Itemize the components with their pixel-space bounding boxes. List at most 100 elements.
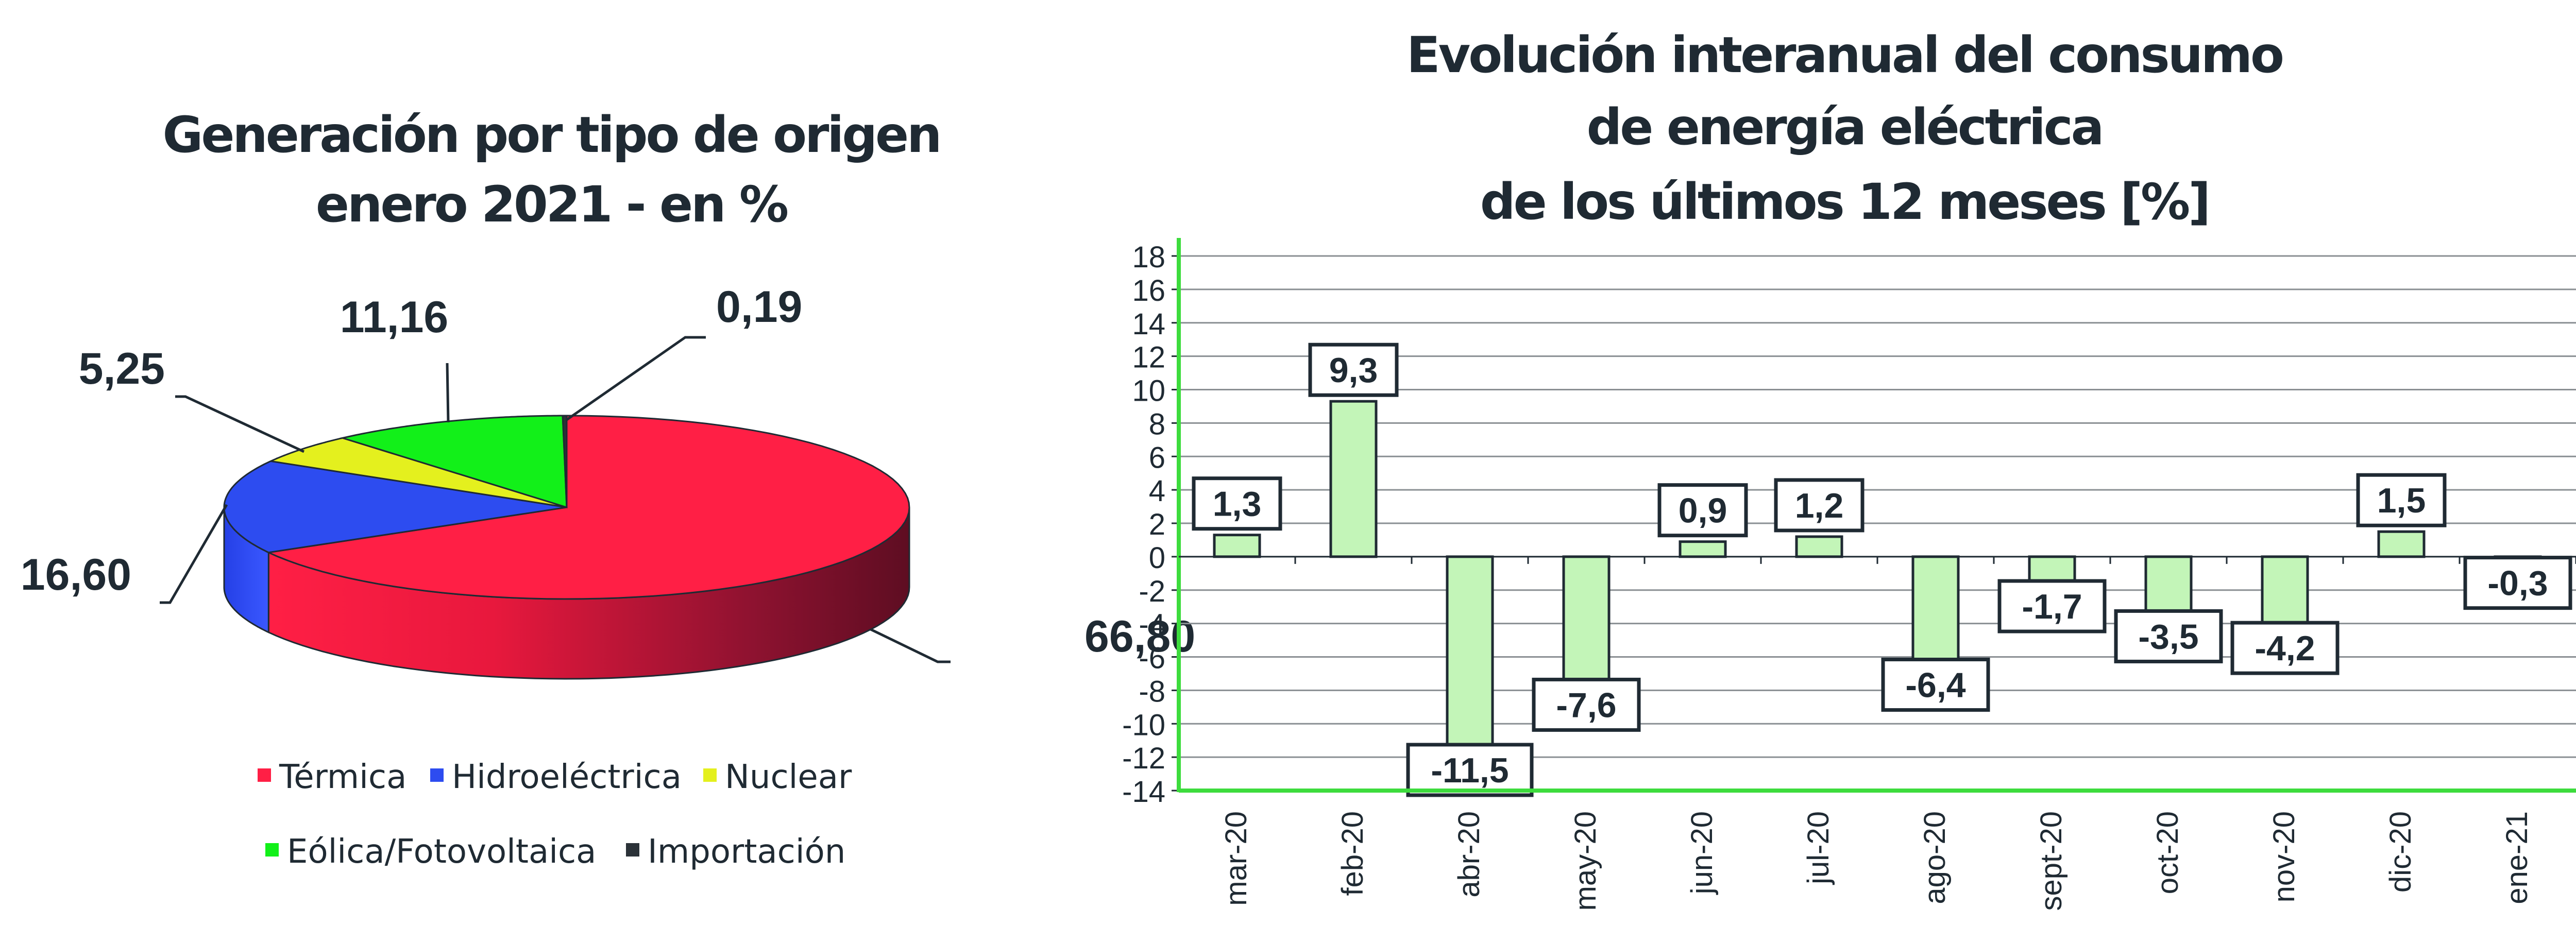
bar-jul-20 bbox=[1795, 535, 1843, 558]
pie-slice-0 bbox=[266, 415, 910, 600]
pie-slice-4 bbox=[562, 415, 568, 508]
y-tick-label-3: 12 bbox=[1132, 341, 1165, 374]
y-tick-label-7: 4 bbox=[1149, 474, 1165, 508]
data-label-6: -6,4 bbox=[1905, 665, 1965, 705]
x-tick-label-10: dic-20 bbox=[2384, 811, 2417, 893]
x-tick-label-6: ago-20 bbox=[1918, 811, 1952, 904]
legend-label-3: Eólica/Fotovoltaica bbox=[287, 833, 596, 871]
data-label-3: -7,6 bbox=[1556, 686, 1616, 725]
pie-title: Generación por tipo de origen bbox=[163, 106, 940, 164]
pie-legend: Térmica Hidroeléctrica Nuclear Eólica/Fotov… bbox=[258, 758, 852, 871]
x-tick-label-5: jul-20 bbox=[1802, 811, 1835, 885]
bar-series bbox=[1213, 400, 2542, 750]
bar-title-line-1: Evolución interanual del consumo bbox=[1406, 26, 2282, 84]
data-label-box-2: -11,5 bbox=[1406, 743, 1534, 797]
x-tick-label-4: jun-20 bbox=[1685, 811, 1719, 895]
y-tick-label-2: 14 bbox=[1132, 307, 1165, 341]
data-label-box-1: 9,3 bbox=[1308, 342, 1399, 397]
data-label-8: -3,5 bbox=[2138, 617, 2198, 656]
y-tick-label-9: 0 bbox=[1149, 541, 1165, 575]
pie-leader-line-3 bbox=[446, 363, 450, 423]
y-tick-label-5: 8 bbox=[1149, 407, 1165, 441]
x-tick-label-8: oct-20 bbox=[2151, 811, 2184, 894]
x-tick-label-7: sept-20 bbox=[2035, 811, 2068, 911]
y-tick-label-11: -4 bbox=[1139, 608, 1165, 642]
legend-swatch-0 bbox=[258, 768, 271, 782]
y-tick-label-16: -14 bbox=[1122, 775, 1165, 809]
y-tick-label-8: 2 bbox=[1149, 508, 1165, 541]
data-label-10: 1,5 bbox=[2377, 481, 2426, 520]
pie-data-label-3: 11,16 bbox=[340, 293, 448, 342]
data-label-box-11: -0,3 bbox=[2463, 556, 2572, 610]
x-tick-label-2: abr-20 bbox=[1452, 811, 1486, 898]
bar-ago-20 bbox=[1911, 555, 1960, 665]
data-label-7: -1,7 bbox=[2022, 587, 2082, 626]
data-label-box-5: 1,2 bbox=[1774, 478, 1865, 533]
legend-swatch-3 bbox=[265, 843, 279, 857]
legend-label-1: Hidroeléctrica bbox=[452, 758, 682, 796]
x-tick-label-1: feb-20 bbox=[1336, 811, 1369, 896]
legend-label-2: Nuclear bbox=[725, 758, 852, 796]
x-tick-label-9: nov-20 bbox=[2267, 811, 2301, 902]
pie-data-label-2: 5,25 bbox=[79, 344, 165, 393]
y-tick-label-14: -10 bbox=[1122, 708, 1165, 742]
data-label-box-10: 1,5 bbox=[2356, 473, 2447, 527]
pie-leader-line-4 bbox=[566, 336, 706, 421]
bar-mar-20 bbox=[1213, 534, 1261, 558]
data-label-0: 1,3 bbox=[1213, 485, 1262, 524]
legend-label-4: Importación bbox=[648, 833, 845, 871]
legend-swatch-4 bbox=[626, 843, 639, 857]
pie-slice-2 bbox=[268, 437, 567, 508]
legend-label-0: Térmica bbox=[279, 758, 406, 796]
data-label-box-7: -1,7 bbox=[1997, 579, 2107, 633]
data-label-11: -0,3 bbox=[2487, 564, 2548, 603]
bar-data-labels: 1,3 9,3 -11,5 -7,6 0,9 1,2 -6,4 -1,7 -3,5 -4,2 1,5… bbox=[1192, 342, 2572, 797]
pie-data-label-4: 0,19 bbox=[716, 282, 802, 332]
y-tick-label-1: 16 bbox=[1132, 274, 1165, 307]
y-tick-label-4: 10 bbox=[1132, 374, 1165, 408]
data-label-2: -11,5 bbox=[1431, 751, 1509, 790]
data-label-4: 0,9 bbox=[1679, 491, 1727, 530]
y-tick-label-13: -8 bbox=[1139, 675, 1165, 708]
x-tick-label-11: ene-21 bbox=[2500, 811, 2534, 904]
bar-gridlines bbox=[1179, 255, 2576, 792]
pie-leader-line-1 bbox=[160, 504, 228, 604]
bar-x-axis-ticks: mar-20 feb-20 abr-20 may-20 jun-20 jul-20 ago-… bbox=[1219, 556, 2576, 911]
y-tick-label-10: -2 bbox=[1139, 575, 1165, 608]
x-tick-label-3: may-20 bbox=[1569, 811, 1602, 911]
data-label-box-9: -4,2 bbox=[2230, 621, 2340, 675]
legend-swatch-1 bbox=[430, 768, 444, 782]
bar-title-line-2: de energía eléctrica bbox=[1587, 98, 2103, 156]
bar-title-line-3: de los últimos 12 meses [%] bbox=[1480, 173, 2209, 231]
data-label-box-6: -6,4 bbox=[1881, 657, 1990, 712]
y-tick-label-12: -6 bbox=[1139, 642, 1165, 675]
bar-dic-20 bbox=[2377, 530, 2426, 558]
pie-subtitle: enero 2021 - en % bbox=[316, 176, 788, 233]
pie-leader-line-0 bbox=[870, 628, 951, 663]
pie-chart bbox=[223, 415, 910, 680]
pie-leader-line-2 bbox=[175, 395, 305, 453]
pie-data-label-1: 16,60 bbox=[21, 550, 131, 600]
y-tick-label-0: 18 bbox=[1132, 241, 1165, 274]
y-tick-label-6: 6 bbox=[1149, 441, 1165, 474]
data-label-box-4: 0,9 bbox=[1657, 483, 1748, 538]
pie-slice-3 bbox=[340, 415, 568, 509]
bar-axes bbox=[1177, 238, 2576, 793]
data-label-9: -4,2 bbox=[2255, 629, 2315, 668]
data-label-box-0: 1,3 bbox=[1192, 476, 1282, 531]
bar-abr-20 bbox=[1446, 555, 1494, 750]
data-label-box-8: -3,5 bbox=[2114, 609, 2223, 663]
data-label-5: 1,2 bbox=[1795, 486, 1844, 525]
data-label-box-3: -7,6 bbox=[1532, 677, 1641, 732]
x-tick-label-0: mar-20 bbox=[1219, 811, 1253, 906]
legend-swatch-2 bbox=[703, 768, 717, 782]
data-label-1: 9,3 bbox=[1329, 351, 1378, 390]
bar-nov-20 bbox=[2261, 555, 2309, 628]
bar-oct-20 bbox=[2144, 555, 2193, 616]
bar-feb-20 bbox=[1329, 400, 1378, 558]
bar-may-20 bbox=[1562, 555, 1611, 685]
y-tick-label-15: -12 bbox=[1122, 742, 1165, 775]
